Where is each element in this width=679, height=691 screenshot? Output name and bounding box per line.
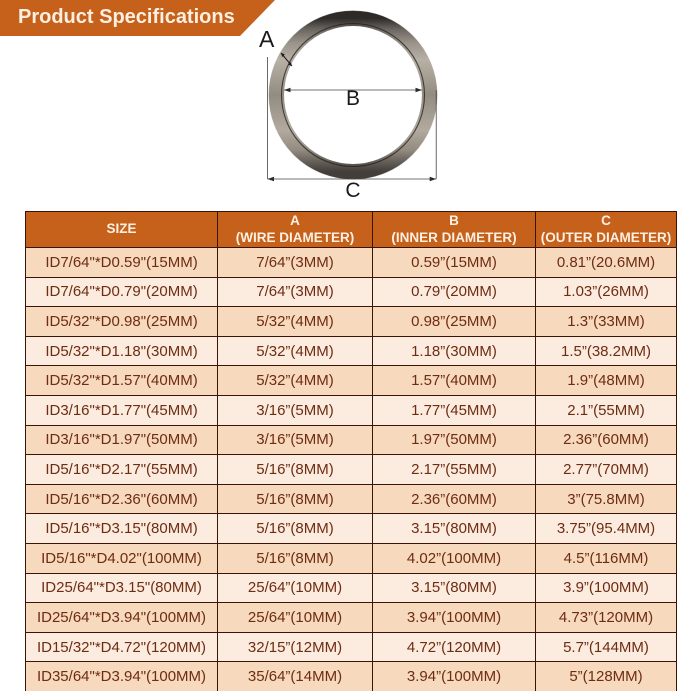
svg-text:A: A <box>259 26 275 52</box>
svg-text:C: C <box>345 179 360 202</box>
svg-text:B: B <box>346 87 360 110</box>
